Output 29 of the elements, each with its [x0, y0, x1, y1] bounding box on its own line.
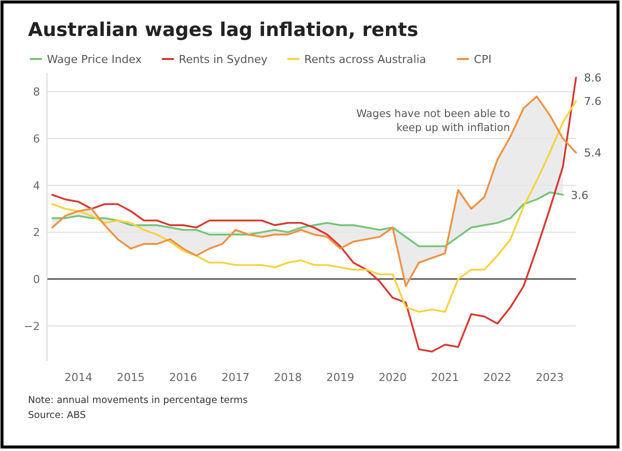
y-tick-label: 8 — [33, 86, 40, 99]
x-tick-label: 2022 — [483, 371, 512, 384]
data-label: 3.6 — [570, 188, 588, 202]
chart-title: Australian wages lag inflation, rents — [28, 19, 418, 41]
data-label: 8.6 — [584, 72, 602, 85]
legend-label: Rents in Sydney — [178, 53, 268, 66]
text: Note: annual movements in percentage terms — [28, 395, 248, 406]
x-tick-label: 2021 — [431, 371, 460, 384]
data-label: 5.4 — [584, 146, 602, 160]
legend-label: CPI — [474, 53, 492, 66]
y-tick-label: 0 — [33, 273, 40, 286]
x-tick-label: 2016 — [169, 371, 198, 384]
y-tick-label: 6 — [33, 132, 40, 146]
x-tick-label: 2023 — [536, 371, 564, 384]
y-tick-label: −2 — [24, 320, 40, 333]
legend-label: Wage Price Index — [47, 53, 142, 66]
source-note: Source: ABS — [28, 410, 86, 421]
data-label: 7.6 — [584, 95, 602, 108]
x-tick-label: 2014 — [64, 371, 92, 384]
line-series — [51, 192, 564, 248]
x-tick-label: 2017 — [222, 371, 250, 384]
annotation: Wages have not been able to keep up with inflation — [356, 108, 510, 134]
x-tick-label: 2019 — [326, 371, 354, 384]
y-tick-label: 4 — [33, 179, 40, 192]
x-tick-label: 2020 — [378, 371, 407, 384]
x-tick-label: 2015 — [116, 371, 145, 384]
legend-label: Rents across Australia — [304, 53, 426, 66]
y-tick-label: 2 — [33, 226, 40, 240]
x-tick-label: 2018 — [274, 371, 302, 384]
